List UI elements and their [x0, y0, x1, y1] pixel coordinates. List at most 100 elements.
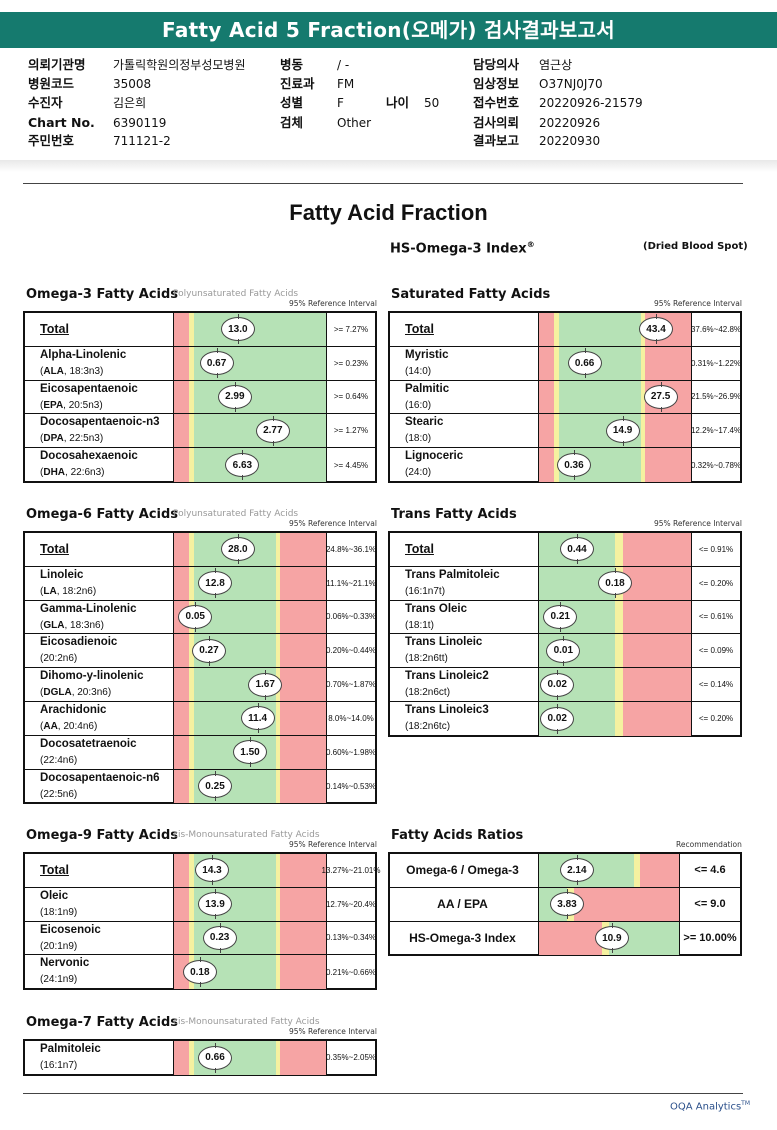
zone-red: [280, 566, 326, 600]
result-marker: 0.02: [540, 703, 575, 734]
range-bar: 0.02: [538, 702, 692, 736]
reference-range: 0.14%~0.53%: [325, 781, 377, 791]
result-marker: 43.4: [639, 314, 674, 345]
fatty-acid-detail: , 20:4n6): [57, 721, 98, 732]
zone-yellow: [554, 448, 559, 482]
result-marker: 2.77: [255, 415, 290, 446]
info-label: 검체: [280, 115, 304, 130]
fatty-acid-name: Total: [40, 863, 69, 877]
fatty-acid-code: (DPA, 22:5n3): [40, 433, 104, 445]
section-title-trans: Trans Fatty Acids: [391, 507, 517, 522]
zone-yellow: [189, 735, 194, 769]
zone-yellow: [275, 735, 281, 769]
table-row: Total 13.0 >= 7.27%: [25, 313, 375, 347]
zone-red: [645, 414, 691, 448]
info-field: 수진자 김은희: [28, 93, 146, 113]
range-bar: 11.4: [173, 702, 327, 735]
range-bar: 14.3: [173, 854, 327, 887]
fatty-acid-detail: (18:1n9): [40, 906, 78, 918]
result-marker: 0.67: [199, 348, 234, 379]
zone-red: [539, 380, 555, 414]
table-omega6: Total 28.0 24.8%~36.1% Linoleic (LA, 18:2n6)…: [23, 531, 377, 805]
zone-green: [558, 380, 641, 414]
info-value: Other: [337, 116, 372, 130]
zone-red: [174, 702, 190, 735]
fatty-acid-detail: (18:0): [405, 433, 432, 445]
result-marker: 0.18: [598, 568, 632, 599]
zone-red: [622, 566, 691, 600]
zone-yellow: [189, 921, 194, 955]
zone-yellow: [189, 346, 194, 380]
result-marker: 0.18: [182, 957, 217, 988]
reference-range: <= 0.20%: [698, 578, 734, 588]
info-label: Chart No.: [28, 115, 95, 130]
info-label: 진료과: [280, 76, 315, 91]
zone-yellow: [275, 702, 281, 735]
result-marker: 0.25: [198, 771, 233, 802]
reference-range: 12.2%~17.4%: [690, 426, 742, 436]
fatty-acid-code: (18:2n6ct): [405, 687, 450, 698]
reference-range: 0.35%~2.05%: [325, 1053, 377, 1063]
range-bar: 14.9: [538, 414, 692, 448]
zone-yellow: [554, 414, 559, 448]
zone-red: [174, 887, 190, 921]
zone-red: [280, 887, 326, 921]
zone-yellow: [189, 533, 194, 566]
zone-yellow: [554, 346, 559, 380]
recommendation-value: <= 4.6: [694, 864, 726, 877]
zone-red: [174, 448, 190, 482]
fatty-acid-code: (16:1n7t): [405, 586, 445, 597]
fatty-acid-name: Docosatetraenoic: [40, 737, 137, 750]
zone-red: [174, 854, 190, 887]
zone-yellow: [189, 313, 194, 346]
fatty-acid-detail: (18:2n6tc): [405, 721, 451, 732]
info-label: 결과보고: [473, 133, 520, 148]
zone-yellow: [554, 313, 559, 346]
reference-range: >= 0.23%: [333, 358, 369, 368]
ratio-row: AA / EPA 3.83 <= 9.0: [390, 887, 740, 922]
result-marker: 0.05: [178, 601, 213, 632]
info-field: 나이 50: [386, 93, 439, 113]
ratio-name: HS-Omega-3 Index: [409, 931, 516, 946]
reference-range: 0.32%~0.78%: [690, 460, 742, 470]
fatty-acid-name: Trans Oleic: [405, 602, 468, 615]
result-marker: 0.66: [198, 1042, 233, 1073]
fatty-acid-code: (DHA, 22:6n3): [40, 467, 105, 479]
fatty-acid-name: Docosapentaenoic-n3: [40, 416, 160, 429]
info-label: 검사의뢰: [473, 115, 520, 130]
info-field: 검사의뢰 20220926: [473, 113, 600, 133]
fatty-acid-abbr: AA: [43, 721, 58, 732]
zone-red: [645, 448, 691, 482]
table-omega7: Palmitoleic (16:1n7) 0.66 0.35%~2.05%: [23, 1039, 377, 1076]
fatty-acid-abbr: DGLA: [43, 687, 72, 699]
zone-red: [280, 702, 326, 735]
footer-brand: OQA AnalyticsTM: [670, 1100, 751, 1113]
zone-yellow: [275, 854, 281, 887]
zone-red: [280, 955, 326, 990]
table-row: Gamma-Linolenic (GLA, 18:3n6) 0.05 0.06%~0.…: [25, 600, 376, 635]
result-marker: 3.83: [550, 889, 584, 920]
range-bar: 0.01: [538, 634, 692, 668]
fatty-acid-name: Arachidonic: [40, 704, 107, 716]
result-marker: 1.67: [248, 669, 283, 700]
fatty-acid-detail: , 20:5n3): [63, 399, 103, 411]
fatty-acid-detail: (24:0): [405, 467, 432, 479]
zone-red: [174, 380, 190, 414]
table-row: Oleic (18:1n9) 13.9 12.7%~20.4%: [25, 887, 376, 922]
fatty-acid-detail: (18:2n6ct): [405, 687, 451, 699]
fatty-acid-code: (AA, 20:4n6): [40, 721, 98, 732]
ratios-title: Fatty Acids Ratios: [391, 828, 524, 843]
divider-bottom: [23, 1093, 743, 1094]
zone-red: [622, 668, 691, 701]
zone-yellow: [275, 921, 281, 955]
fatty-acid-code: (18:1n9): [40, 907, 77, 918]
zone-yellow: [189, 448, 194, 482]
info-label: 수진자: [28, 95, 63, 110]
table-row: Trans Oleic (18:1t) 0.21 <= 0.61%: [390, 600, 740, 635]
info-value: F: [337, 96, 344, 110]
fatty-acid-name: Docosapentaenoic-n6: [40, 771, 160, 784]
reference-range: 8.0%~14.0%: [328, 713, 374, 723]
range-bar: 1.67: [173, 668, 327, 701]
fatty-acid-code: (ALA, 18:3n3): [40, 365, 104, 377]
result-marker: 27.5: [643, 381, 678, 412]
